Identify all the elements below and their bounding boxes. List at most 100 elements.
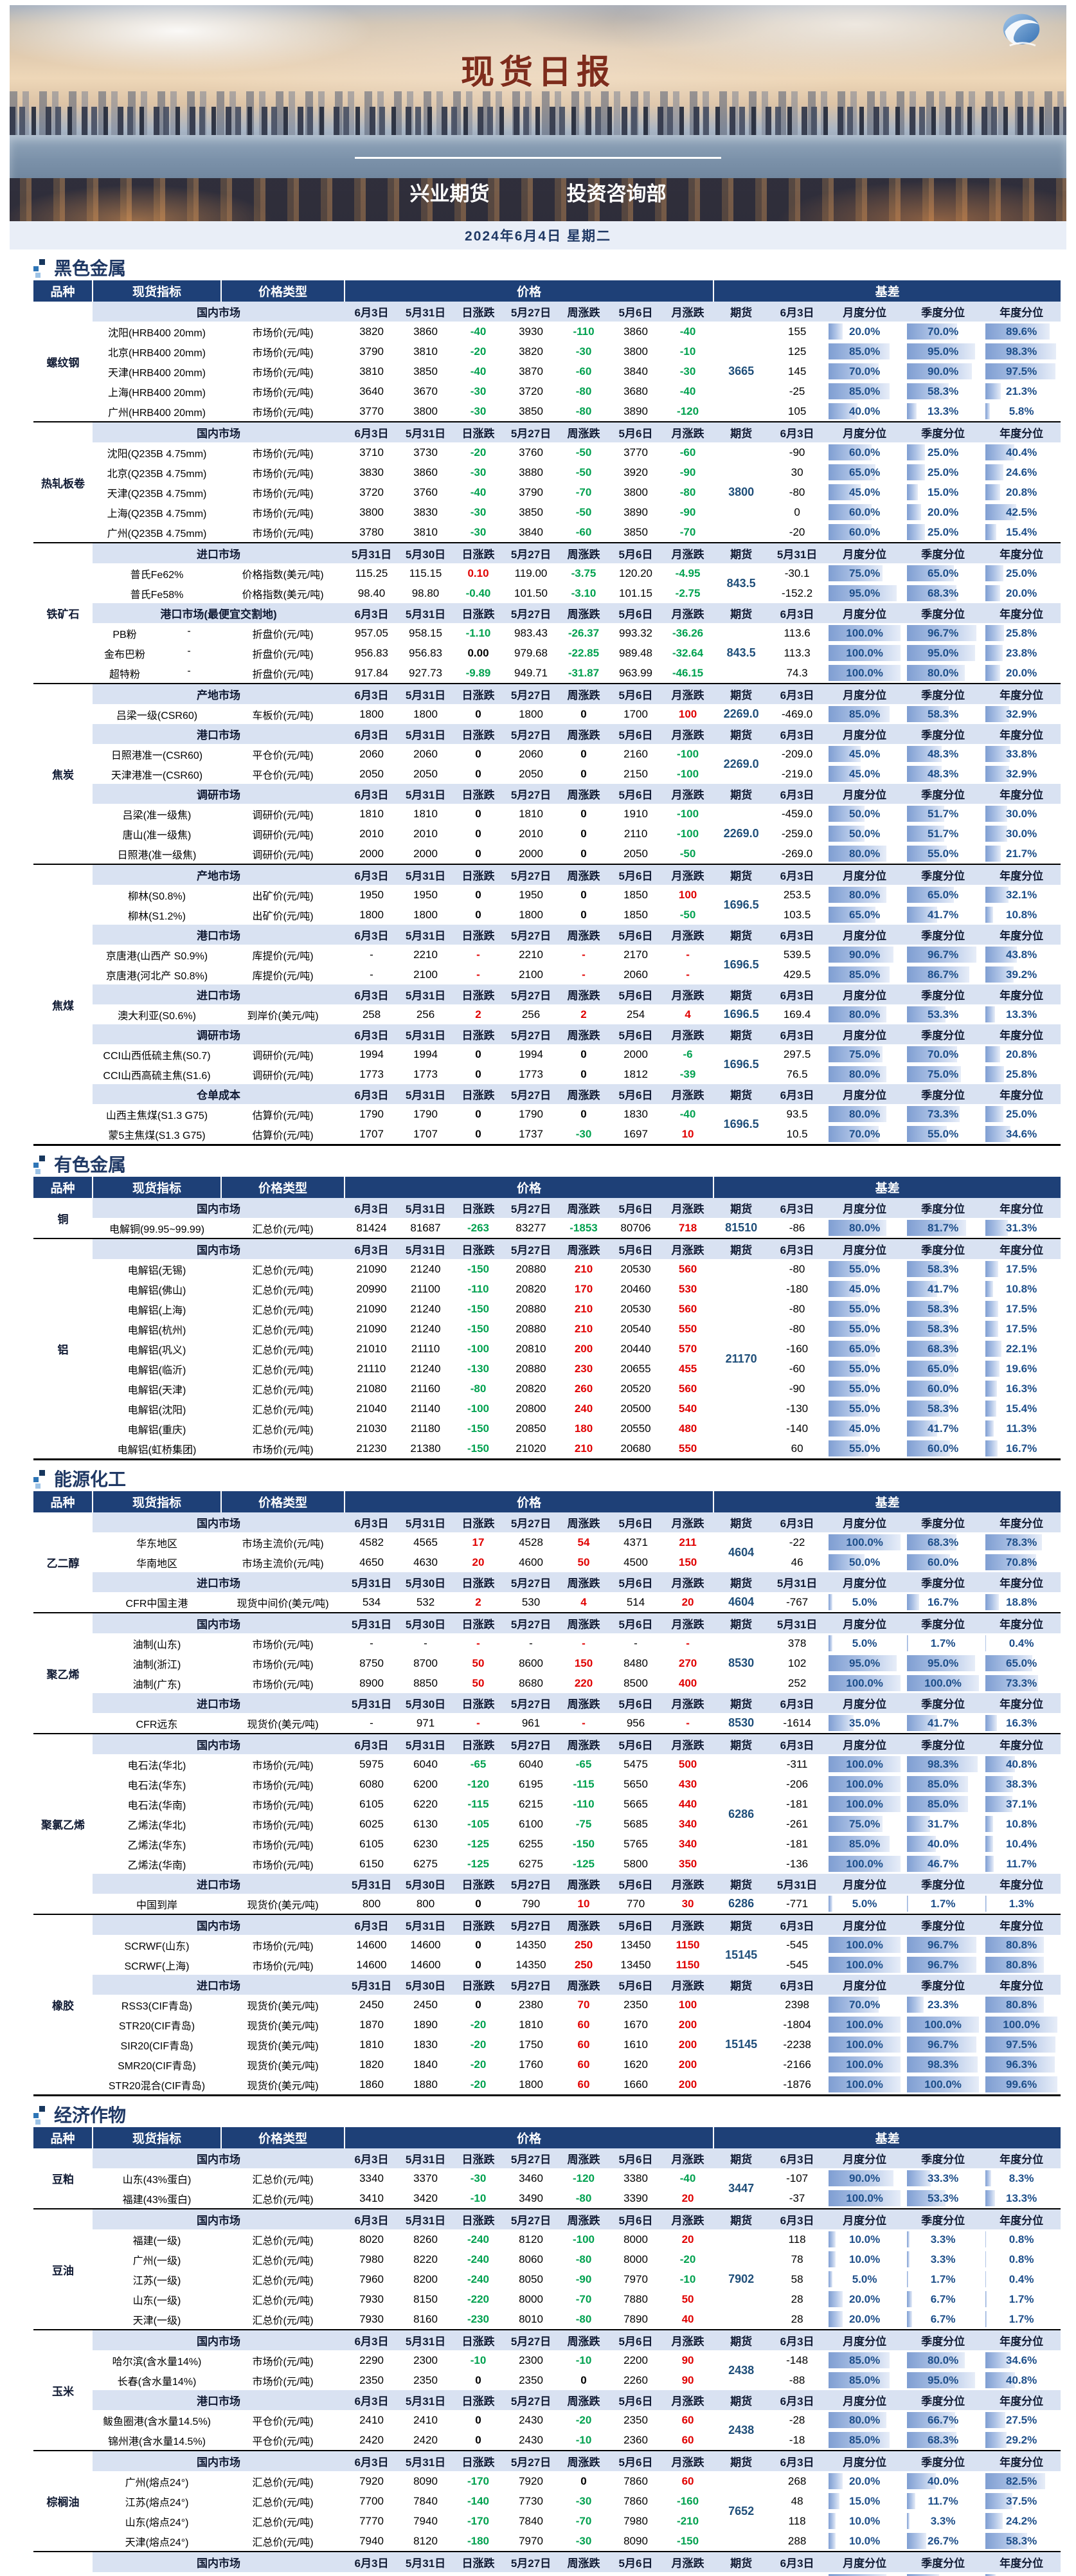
percentile-bar-wrap: 5.0% bbox=[829, 2271, 901, 2287]
percentile-value: 40.0% bbox=[927, 1838, 959, 1850]
percentile-cell: 96.7% bbox=[904, 2035, 982, 2054]
change-cell: -30 bbox=[470, 404, 487, 417]
percentile-cell: 18.8% bbox=[982, 1592, 1061, 1613]
price-value-cell: 6080 bbox=[359, 1777, 384, 1790]
percentile-cell: 23.3% bbox=[904, 1995, 982, 2015]
price-type-cell: 汇总价(元/吨) bbox=[252, 1265, 314, 1276]
change-cell: -170 bbox=[467, 2474, 490, 2487]
data-row: 华东地区 市场主流价(元/吨) 4582 4565 17 4528 54 4371 211 460… bbox=[33, 1532, 1061, 1559]
percentile-header-cell: 月度分位 bbox=[825, 1914, 904, 1935]
variety-cell: 螺纹钢 bbox=[33, 302, 93, 422]
percentile-cell: 25.0% bbox=[904, 442, 982, 462]
date-header-cell: 5月31日 bbox=[399, 2208, 453, 2229]
price-value-cell: 2410 bbox=[359, 2413, 384, 2426]
percentile-bar-wrap: 85.0% bbox=[907, 1776, 979, 1792]
percentile-bar-wrap: 80.8% bbox=[985, 1997, 1057, 2013]
price-value-cell: 8480 bbox=[623, 1656, 648, 1669]
percentile-bar bbox=[907, 2056, 978, 2073]
price-type-cell: 市场价(元/吨) bbox=[252, 1679, 314, 1691]
percentile-value: 10.0% bbox=[848, 2535, 881, 2547]
percentile-bar-wrap: 55.0% bbox=[829, 1401, 901, 1417]
price-value-cell: 20680 bbox=[620, 1442, 651, 1455]
market-label: 国内市场 bbox=[93, 2329, 345, 2350]
percentile-cell: 80.0% bbox=[825, 885, 904, 905]
date-header-cell: 月涨跌 bbox=[662, 1874, 714, 1894]
percentile-bar-wrap: 100.0% bbox=[907, 2017, 980, 2033]
market-subheader-row: 进口市场 6月3日 5月31日 日涨跌 5月27日 周涨跌 5月6日 月涨跌 期货 6月3日 月度分… bbox=[33, 984, 1061, 1004]
percentile-bar-wrap: 20.0% bbox=[829, 2473, 901, 2489]
date-header-cell: 6月3日 bbox=[345, 1238, 399, 1259]
percentile-bar-wrap: 81.7% bbox=[907, 1220, 979, 1236]
percentile-cell: 80.0% bbox=[825, 1004, 904, 1024]
change-cell: 0 bbox=[580, 2373, 587, 2386]
price-value-cell: 534 bbox=[362, 1595, 381, 1608]
percentile-value: 45.0% bbox=[848, 768, 881, 780]
percentile-value: 100.0% bbox=[846, 1536, 883, 1548]
change-cell: -65 bbox=[470, 1757, 487, 1770]
price-value-cell: 1800 bbox=[519, 707, 543, 720]
date-header-cell: 5月27日 bbox=[504, 925, 558, 945]
indicator-cell: 福建(43%蛋白) bbox=[122, 2194, 192, 2206]
change-cell: 17 bbox=[472, 1536, 485, 1548]
percentile-bar bbox=[985, 343, 1057, 359]
percentile-cell: 16.7% bbox=[904, 1592, 982, 1613]
percentile-value: 100.0% bbox=[924, 2018, 962, 2031]
column-header-row: 品种 现货指标 价格类型 价格 基差 bbox=[33, 280, 1061, 302]
percentile-cell: 0.4% bbox=[982, 2269, 1061, 2289]
data-row: 天津(熔点24°) 汇总价(元/吨) 7940 8120 -180 7970 -30 8090… bbox=[33, 2531, 1061, 2552]
data-row: 乙烯法(华北) 市场价(元/吨) 6025 6130 -105 6100 -75 5685 34… bbox=[33, 1814, 1061, 1834]
percentile-bar-wrap: 96.7% bbox=[907, 947, 979, 963]
percentile-cell: 5.0% bbox=[825, 1592, 904, 1613]
percentile-bar bbox=[907, 464, 926, 480]
percentile-value: 8.3% bbox=[1009, 2172, 1034, 2184]
date-header-cell: 5月27日 bbox=[504, 1198, 558, 1218]
indicator-cell: 电石法(华南) bbox=[127, 1800, 186, 1811]
date-header-cell: 月涨跌 bbox=[662, 784, 714, 804]
percentile-value: 60.0% bbox=[848, 526, 881, 538]
change-cell: 60 bbox=[681, 2413, 694, 2426]
percentile-cell: 65.0% bbox=[904, 885, 982, 905]
price-value-cell: 3340 bbox=[359, 2172, 384, 2184]
data-row: 广东现货价(元/吨)26672700-332793-1262755-882735… bbox=[33, 2572, 1061, 2576]
percentile-value: 25.8% bbox=[1006, 627, 1037, 639]
percentile-bar-wrap: 16.3% bbox=[985, 1715, 1057, 1731]
basis-value-cell: 118 bbox=[788, 2233, 806, 2245]
percentile-bar bbox=[907, 2574, 940, 2576]
date-header-cell: 5月27日 bbox=[504, 1238, 558, 1259]
date-header-cell: 5月6日 bbox=[609, 1612, 662, 1633]
change-cell: -60 bbox=[575, 365, 592, 377]
percentile-bar-wrap: 70.0% bbox=[829, 363, 901, 379]
percentile-value: 48.3% bbox=[927, 768, 959, 780]
percentile-bar bbox=[829, 2190, 901, 2206]
date-header-cell: 周涨跌 bbox=[558, 1612, 609, 1633]
price-type-cell: 汇总价(元/吨) bbox=[252, 1325, 314, 1336]
percentile-header-cell: 月度分位 bbox=[825, 984, 904, 1004]
price-type-cell: 市场价(元/吨) bbox=[252, 347, 314, 359]
percentile-bar bbox=[829, 2432, 890, 2448]
market-subheader-row: 进口市场 5月31日 5月30日 日涨跌 5月27日 周涨跌 5月6日 月涨跌 期货 6月3日 月度… bbox=[33, 1693, 1061, 1713]
percentile-header-cell: 季度分位 bbox=[904, 2148, 983, 2168]
change-cell: 0 bbox=[475, 888, 481, 901]
change-cell: -125 bbox=[467, 1857, 490, 1870]
market-label: 国内市场 bbox=[93, 421, 345, 442]
price-value-cell: 2050 bbox=[359, 767, 384, 780]
date-header-cell: 5月6日 bbox=[609, 984, 662, 1004]
change-cell: 40 bbox=[681, 2312, 694, 2325]
data-row: 乙烯法(华东) 市场价(元/吨) 6105 6230 -125 6255 -150 5765 3… bbox=[33, 1834, 1061, 1854]
price-value-cell: 3820 bbox=[359, 325, 384, 338]
percentile-bar bbox=[907, 1220, 966, 1236]
change-cell: 50 bbox=[472, 1656, 485, 1669]
percentile-bar bbox=[985, 2352, 1010, 2368]
percentile-bar-wrap: 41.7% bbox=[907, 1420, 979, 1437]
percentile-bar-wrap: 21.7% bbox=[985, 846, 1057, 862]
percentile-bar bbox=[985, 504, 1016, 520]
indicator-split: PB粉 - bbox=[93, 626, 221, 641]
percentile-bar bbox=[907, 2190, 946, 2206]
percentile-value: 20.0% bbox=[848, 2313, 881, 2325]
change-cell: -30 bbox=[470, 385, 487, 397]
percentile-bar bbox=[907, 2372, 976, 2388]
date-header-cell: 5月27日 bbox=[504, 1693, 558, 1713]
percentile-bar-wrap: 96.7% bbox=[907, 1957, 979, 1973]
percentile-value: 85.0% bbox=[927, 1778, 959, 1790]
basis-value-cell: -152.2 bbox=[781, 586, 813, 599]
